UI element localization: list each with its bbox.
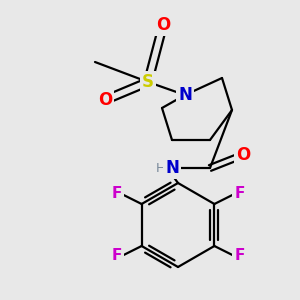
Text: F: F [234,248,244,263]
Text: F: F [111,248,122,263]
Text: N: N [165,159,179,177]
Text: O: O [98,91,112,109]
Text: S: S [142,73,154,91]
Text: N: N [178,86,192,104]
Text: F: F [234,187,244,202]
Text: F: F [111,187,122,202]
Text: O: O [156,16,170,34]
Text: O: O [236,146,250,164]
Text: H: H [155,161,165,175]
